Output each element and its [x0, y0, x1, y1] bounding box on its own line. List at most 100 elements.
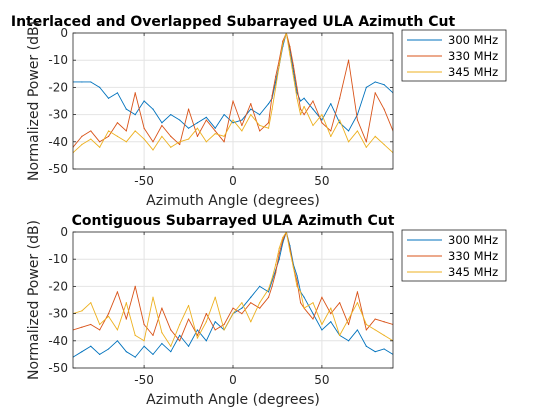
data-point: [299, 108, 302, 110]
legend-label: 330 MHz: [448, 249, 498, 263]
data-point: [347, 59, 350, 61]
legend-label: 300 MHz: [448, 33, 498, 47]
data-point: [134, 130, 136, 132]
data-point: [223, 135, 225, 137]
data-point: [170, 345, 172, 347]
data-point: [116, 92, 119, 94]
data-point: [365, 329, 367, 331]
data-point: [214, 130, 216, 132]
data-point: [383, 334, 385, 336]
data-point: [296, 285, 298, 287]
data-point: [241, 130, 243, 132]
chart-2: -50 0 50 0 -10 -20 -30 -40 -50 Contiguous Subarra…: [26, 213, 507, 408]
data-point: [152, 296, 154, 298]
data-point: [223, 114, 225, 116]
data-point: [296, 92, 298, 94]
data-point: [187, 345, 190, 347]
data-point: [365, 146, 367, 148]
y-tick-label: -10: [48, 53, 68, 67]
data-point: [116, 329, 119, 331]
data-point: [267, 291, 270, 293]
series-group: [73, 33, 393, 154]
data-point: [187, 108, 190, 110]
data-point: [275, 264, 277, 266]
data-point: [107, 315, 110, 317]
data-point: [321, 296, 323, 298]
data-point: [278, 258, 280, 260]
chart-title: Interlaced and Overlapped Subarrayed ULA…: [11, 14, 456, 30]
data-point: [312, 108, 314, 110]
data-point: [303, 296, 305, 298]
data-point: [289, 54, 291, 56]
data-point: [223, 141, 225, 143]
data-point: [170, 351, 172, 353]
data-point: [179, 334, 181, 336]
data-point: [292, 266, 295, 268]
legend-label: 300 MHz: [448, 233, 498, 247]
data-point: [356, 119, 359, 121]
data-point: [339, 334, 341, 336]
y-tick-label: -40: [48, 334, 68, 348]
data-point: [271, 108, 273, 110]
data-point: [312, 318, 314, 320]
data-point: [330, 313, 332, 315]
data-point: [241, 124, 243, 127]
data-point: [214, 329, 216, 331]
data-point: [267, 122, 270, 124]
data-point: [161, 307, 163, 309]
data-point: [152, 141, 154, 143]
data-point: [339, 119, 341, 121]
data-point: [232, 313, 234, 315]
data-point: [187, 304, 190, 307]
data-point: [330, 321, 332, 323]
data-point: [289, 250, 291, 252]
data-point: [299, 100, 302, 102]
data-point: [170, 329, 172, 331]
data-point: [161, 342, 163, 345]
data-point: [321, 114, 323, 116]
data-point: [339, 97, 341, 99]
data-point: [296, 280, 298, 282]
data-point: [196, 329, 199, 331]
data-point: [143, 323, 145, 326]
y-tick-label: -40: [48, 135, 68, 149]
data-point: [282, 40, 284, 42]
data-point: [81, 351, 83, 353]
data-point: [250, 302, 252, 304]
data-point: [99, 146, 101, 148]
data-point: [196, 135, 199, 137]
data-point: [259, 130, 261, 132]
data-point: [356, 130, 359, 132]
data-point: [278, 253, 280, 255]
data-point: [356, 114, 359, 116]
data-point: [267, 288, 270, 290]
data-point: [383, 108, 385, 110]
data-point: [296, 274, 298, 277]
data-point: [179, 119, 181, 121]
data-point: [321, 119, 323, 121]
data-point: [365, 141, 367, 143]
data-point: [278, 59, 280, 61]
data-point: [125, 302, 127, 304]
data-point: [374, 351, 376, 353]
data-point: [223, 323, 225, 326]
data-point: [81, 326, 83, 328]
data-point: [299, 291, 302, 293]
chart-1: -50 0 50 0 -10 -20 -30 -40 -50 Interlaced and Ove…: [11, 14, 507, 209]
data-point: [223, 329, 225, 331]
data-point: [374, 81, 376, 83]
x-tick-label: 0: [229, 174, 237, 188]
data-point: [271, 285, 273, 287]
data-point: [347, 130, 350, 132]
data-point: [99, 353, 101, 355]
data-point: [90, 138, 92, 140]
data-point: [143, 100, 145, 102]
data-point: [99, 86, 101, 88]
data-point: [143, 340, 145, 342]
data-point: [365, 345, 367, 347]
data-point: [90, 323, 92, 326]
data-point: [134, 285, 136, 287]
data-point: [250, 108, 252, 110]
data-point: [205, 321, 207, 323]
